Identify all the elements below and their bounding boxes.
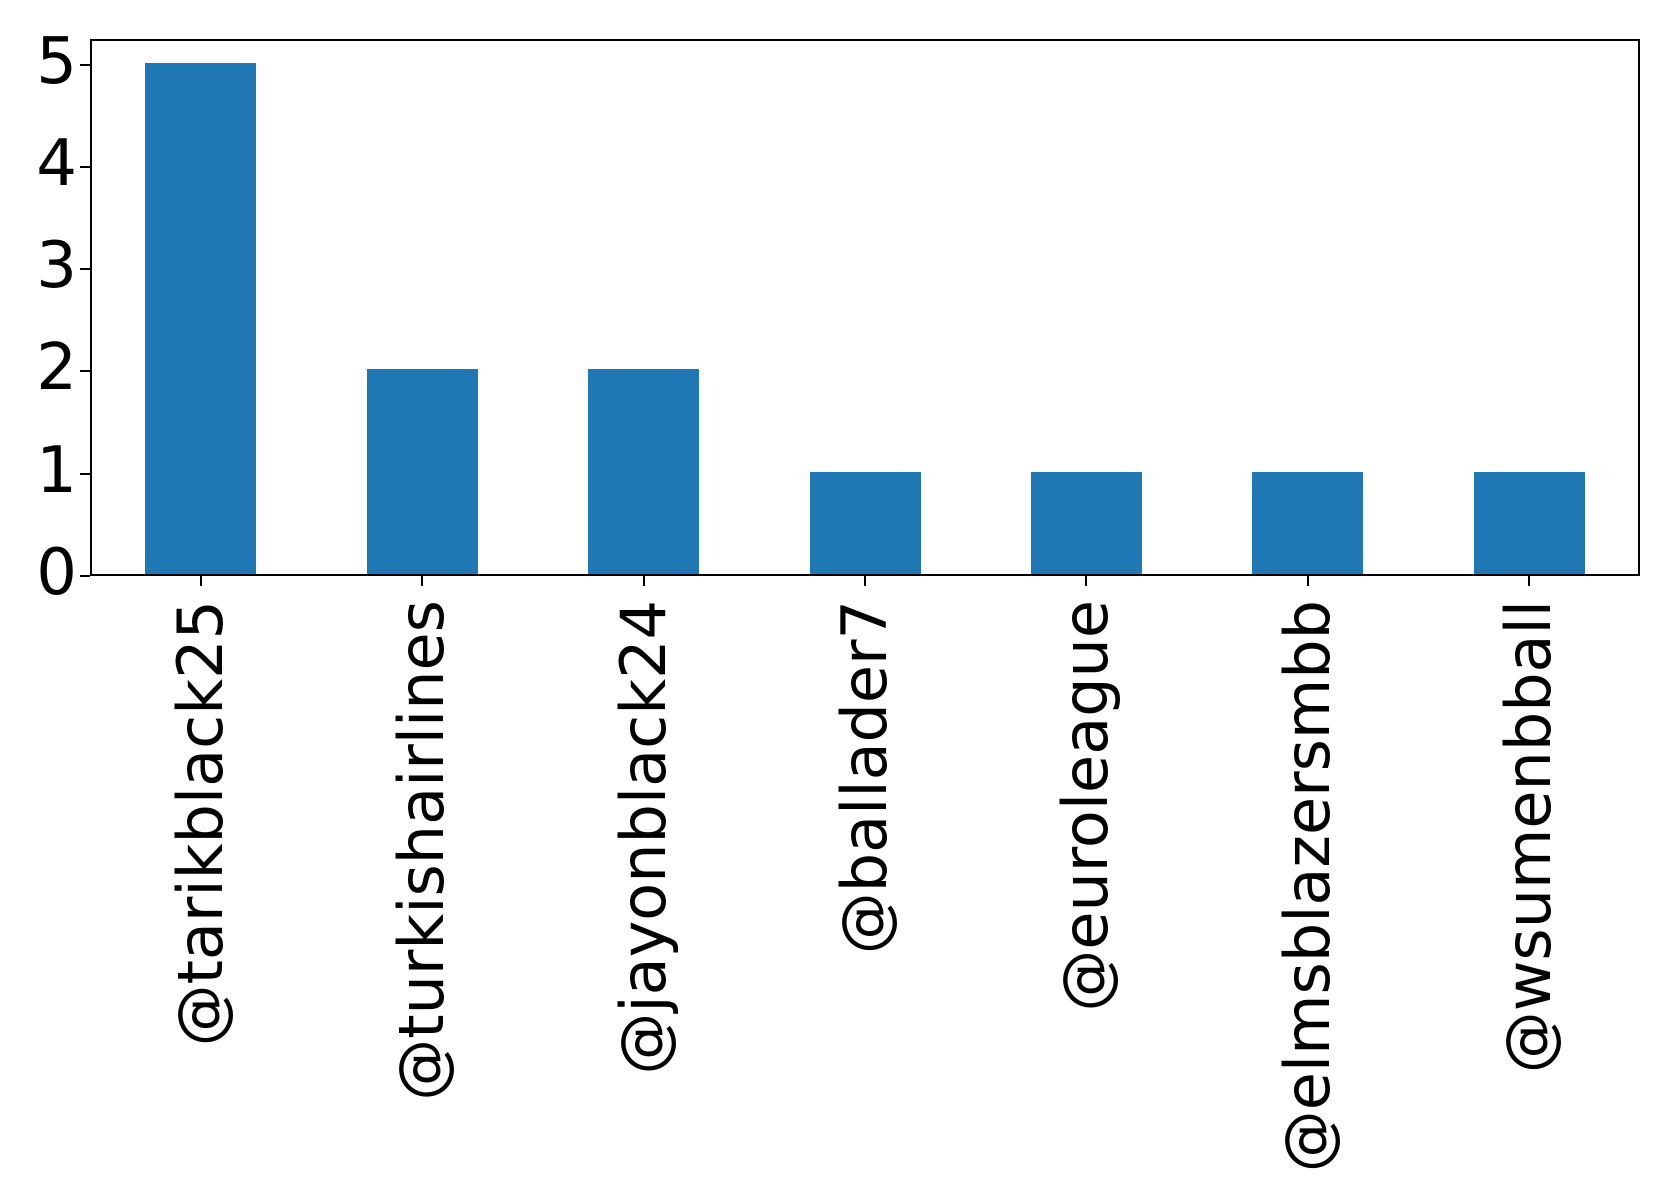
bar-tarikblack25 [145, 62, 257, 574]
x-tick-label-text: @tarikblack25 [163, 600, 237, 1047]
bar-jayonblack24 [588, 369, 700, 574]
x-tick-mark [1085, 576, 1088, 586]
x-tick-label-text: @euroleague [1049, 600, 1123, 1012]
y-tick-mark [80, 472, 90, 475]
y-tick-label: 1 [36, 433, 77, 508]
x-tick-mark [421, 576, 424, 586]
y-tick-mark [80, 165, 90, 168]
y-tick-mark [80, 63, 90, 66]
x-tick-label-ballader7: @ballader7 [820, 600, 910, 954]
y-tick-label: 2 [36, 331, 77, 406]
y-tick-label: 3 [36, 229, 77, 304]
x-tick-label-tarikblack25: @tarikblack25 [156, 600, 246, 1046]
bar-ballader7 [809, 471, 921, 574]
x-tick-label-euroleague: @euroleague [1041, 600, 1131, 1012]
x-tick-label-text: @turkishairlines [385, 600, 459, 1101]
y-tick-mark [80, 575, 90, 577]
y-tick-mark [80, 268, 90, 271]
y-tick-mark [80, 370, 90, 373]
plot-area [90, 39, 1640, 576]
x-tick-mark [199, 576, 202, 586]
x-tick-mark [864, 576, 866, 586]
x-tick-label-text: @wsumenbball [1492, 600, 1566, 1074]
bar-elmsblazersmbb [1252, 471, 1364, 574]
x-tick-mark [642, 576, 645, 586]
x-tick-mark [1306, 576, 1309, 586]
x-tick-label-jayonblack24: @jayonblack24 [599, 600, 689, 1075]
bar-wsumenbball [1473, 471, 1585, 574]
bar-turkishairlines [366, 369, 478, 574]
x-tick-label-elmsblazersmbb: @elmsblazersmbb [1263, 600, 1353, 1172]
x-tick-label-text: @elmsblazersmbb [1270, 600, 1344, 1173]
x-tick-mark [1528, 576, 1531, 586]
bar-euroleague [1030, 471, 1142, 574]
x-tick-label-text: @jayonblack24 [606, 600, 680, 1075]
x-tick-label-wsumenbball: @wsumenbball [1484, 600, 1574, 1073]
y-tick-label: 4 [36, 126, 77, 201]
y-tick-label: 0 [36, 536, 77, 610]
x-tick-label-turkishairlines: @turkishairlines [377, 600, 467, 1101]
y-tick-label: 5 [36, 24, 77, 99]
x-tick-label-text: @ballader7 [828, 600, 901, 955]
